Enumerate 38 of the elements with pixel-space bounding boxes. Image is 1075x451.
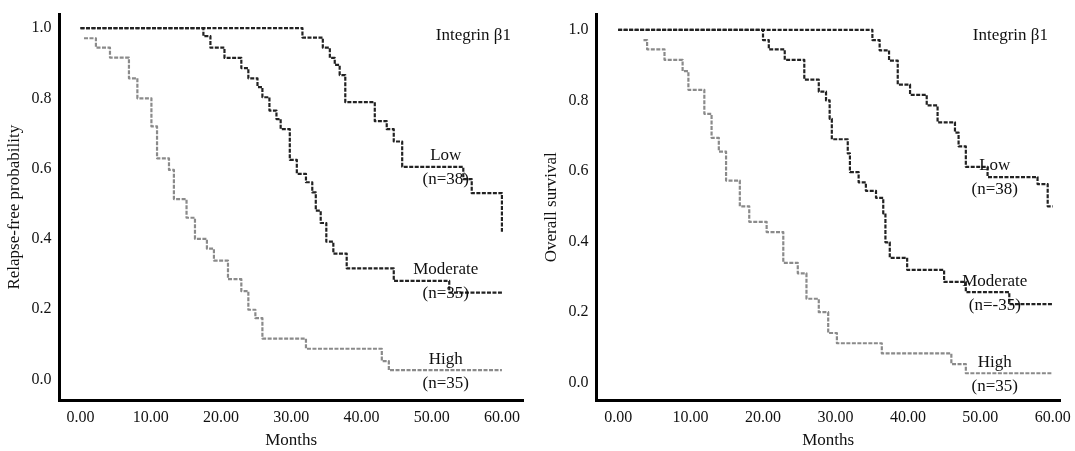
annotation: Integrin β1 <box>972 25 1048 45</box>
x-tick-label: 40.00 <box>889 408 926 426</box>
y-axis-title: Relapse-free probability <box>3 124 23 290</box>
x-tick-label: 40.00 <box>343 408 380 426</box>
series-label: High (n=35) <box>971 351 1019 395</box>
x-tick-label: 0.00 <box>604 408 633 426</box>
y-tick-label: 0.6 <box>31 158 52 176</box>
y-tick-label: 0.6 <box>568 161 589 179</box>
y-tick-label: 0.2 <box>31 299 52 317</box>
x-tick-label: 50.00 <box>962 408 999 426</box>
y-tick-label: 0.2 <box>568 302 589 320</box>
x-tick-label: 60.00 <box>1034 408 1071 426</box>
series-label: Low (n=38) <box>971 155 1019 199</box>
x-tick-label: 10.00 <box>672 408 709 426</box>
x-tick-label: 10.00 <box>132 408 169 426</box>
series-label: Low (n=38) <box>422 145 469 189</box>
series-label: Moderate (n=-35) <box>962 270 1028 314</box>
y-tick-label: 0.4 <box>31 229 52 247</box>
y-tick-label: 0.0 <box>568 372 589 390</box>
y-axis-title: Overall survival <box>540 151 560 263</box>
series-label: Moderate (n=35) <box>413 259 479 303</box>
x-tick-label: 30.00 <box>273 408 310 426</box>
y-tick-label: 1.0 <box>568 20 589 38</box>
y-tick-label: 0.4 <box>568 231 589 249</box>
y-tick-label: 0.8 <box>31 88 52 106</box>
x-axis-title: Months <box>802 430 855 450</box>
x-tick-label: 30.00 <box>817 408 854 426</box>
x-tick-label: 20.00 <box>745 408 782 426</box>
x-axis-title: Months <box>265 430 318 450</box>
annotation: Integrin β1 <box>435 25 511 45</box>
series-label: High (n=35) <box>422 348 469 392</box>
y-tick-label: 0.0 <box>31 369 52 387</box>
x-tick-label: 60.00 <box>483 408 520 426</box>
y-tick-label: 1.0 <box>31 18 52 36</box>
x-tick-label: 50.00 <box>413 408 450 426</box>
x-tick-label: 20.00 <box>202 408 239 426</box>
x-tick-label: 0.00 <box>66 408 95 426</box>
y-tick-label: 0.8 <box>568 90 589 108</box>
